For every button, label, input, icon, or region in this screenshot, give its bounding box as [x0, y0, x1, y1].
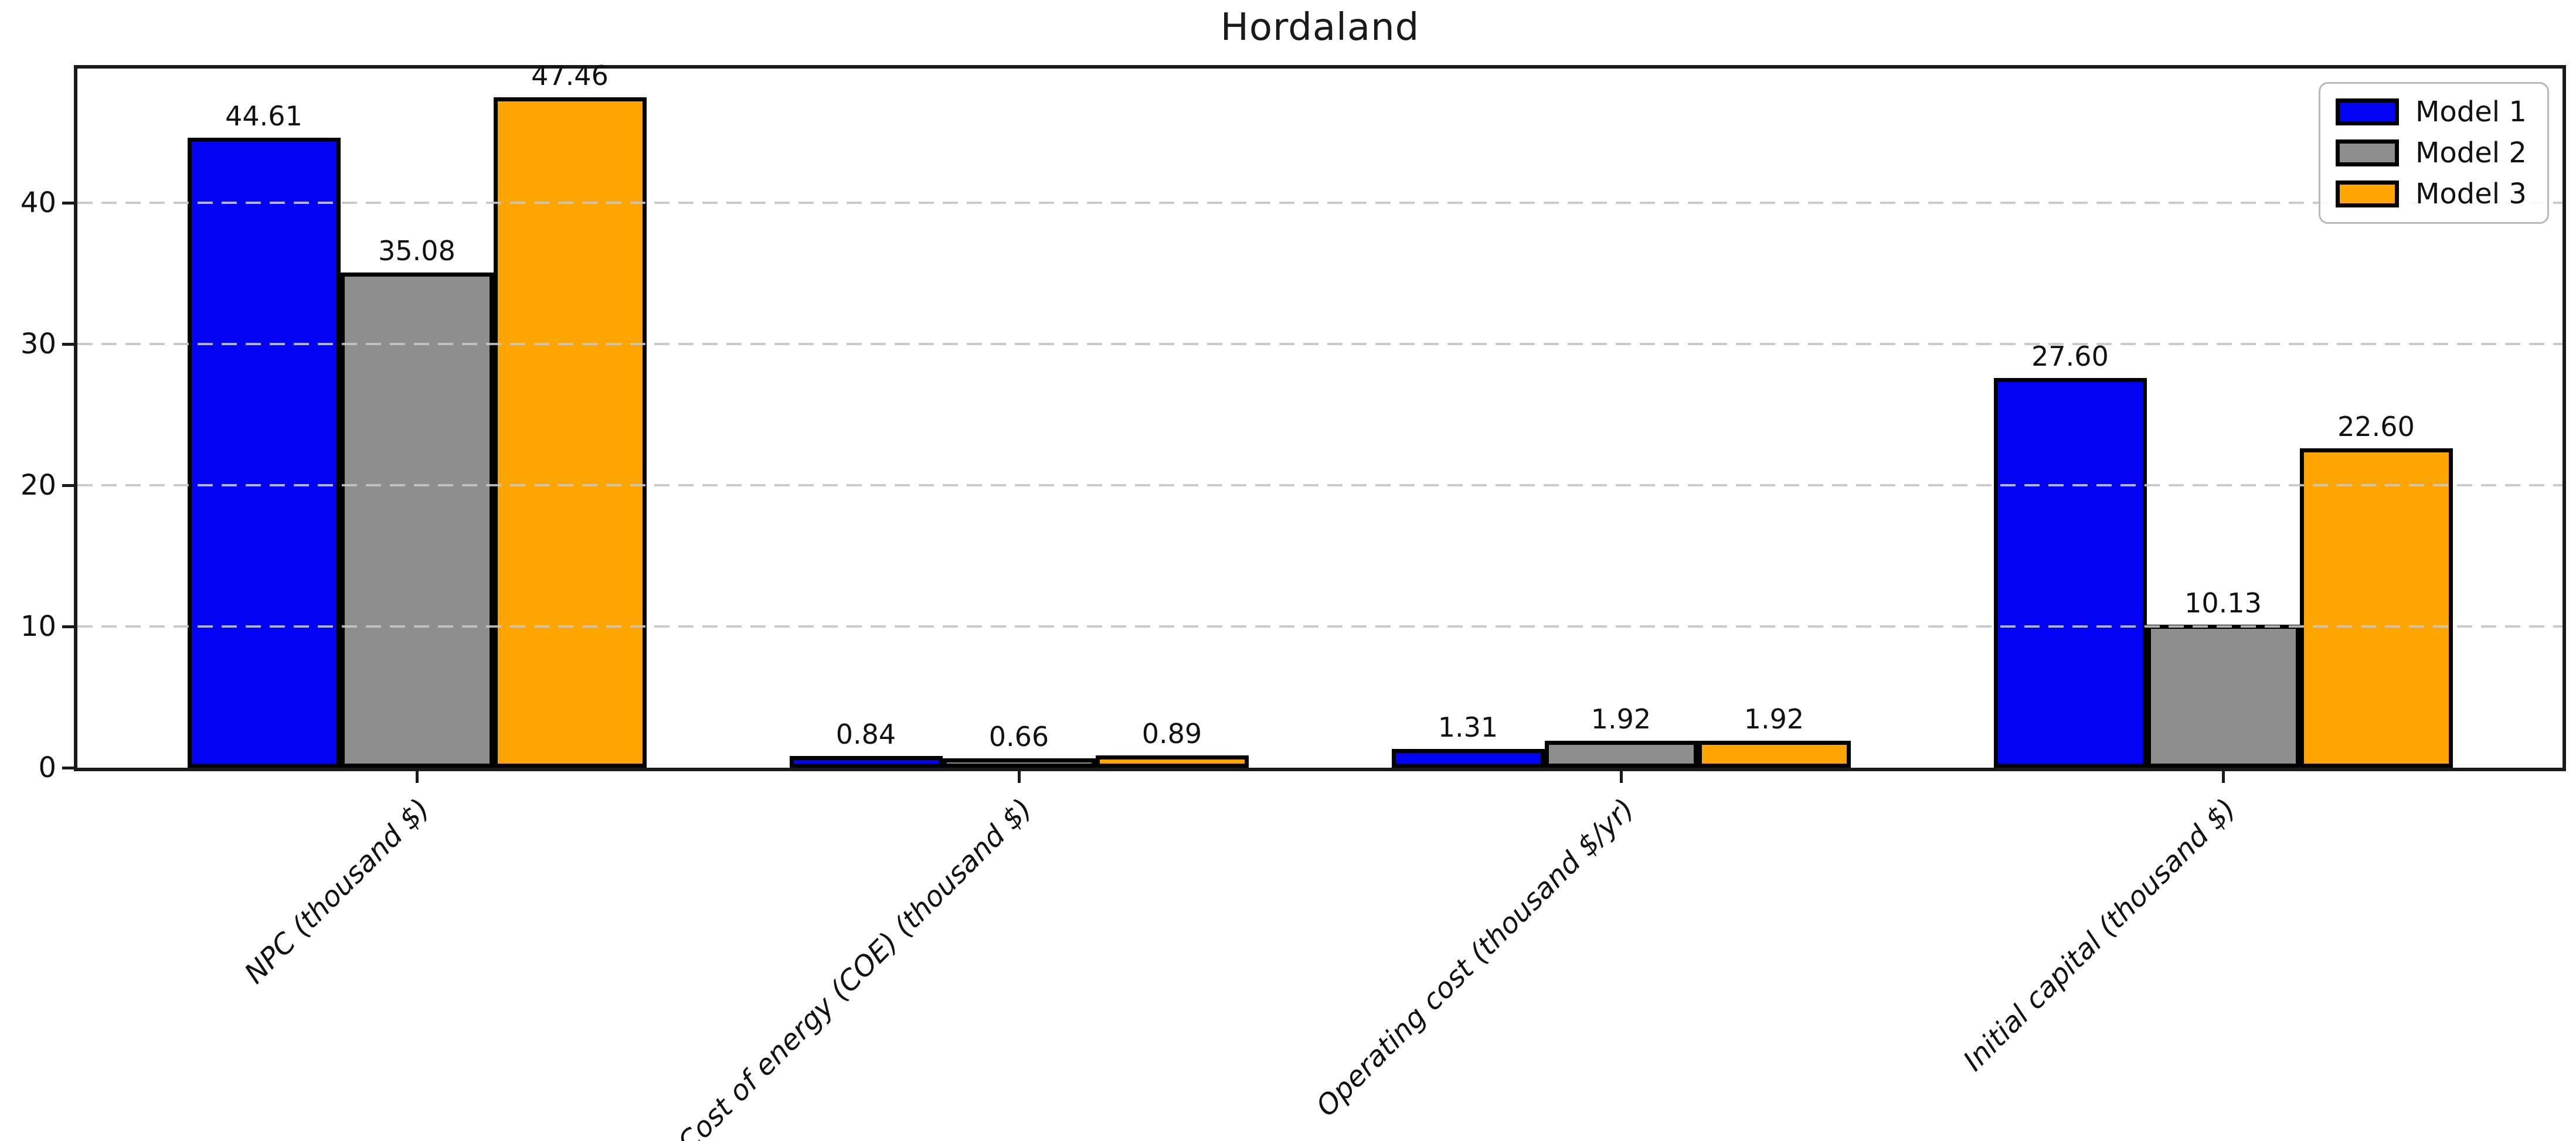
legend: Model 1 Model 2 Model 3: [2319, 82, 2549, 224]
bar-model-3: [1095, 755, 1249, 768]
x-tick-mark: [1619, 768, 1623, 783]
bar-value-label: 1.92: [1591, 703, 1651, 735]
legend-item: Model 3: [2336, 178, 2532, 210]
legend-swatch: [2336, 180, 2399, 207]
y-tick-mark: [62, 767, 77, 769]
chart-title: Hordaland: [1220, 6, 1420, 49]
legend-item: Model 2: [2336, 137, 2532, 169]
y-tick-mark: [62, 342, 77, 346]
bar-value-label: 0.84: [835, 718, 896, 750]
bar-model-3: [493, 97, 647, 768]
bar-model-3: [1697, 740, 1851, 768]
bar-value-label: 47.46: [531, 60, 609, 92]
y-tick-mark: [62, 483, 77, 487]
y-tick-label: 30: [20, 327, 56, 360]
x-tick-label: Operating cost (thousand $/yr): [1309, 792, 1641, 1123]
x-tick-label: Cost of energy (COE) (thousand $): [671, 792, 1039, 1141]
bar-model-2: [942, 758, 1096, 768]
y-tick-mark: [62, 201, 77, 205]
legend-label: Model 2: [2415, 137, 2527, 169]
y-tick-label: 10: [20, 609, 56, 643]
bar-value-label: 44.61: [225, 100, 303, 132]
gridline: [77, 342, 2563, 345]
bar-value-label: 35.08: [378, 234, 456, 267]
x-tick-label: NPC (thousand $): [238, 792, 437, 990]
x-tick-mark: [2221, 768, 2225, 783]
plot-area: 44.61 35.08 47.46 0.84 0.66 0.89 1.31 1.92 1.92 2…: [74, 60, 2566, 771]
x-tick-mark: [1017, 768, 1021, 783]
gridline: [77, 483, 2563, 486]
bar-value-label: 0.66: [988, 721, 1049, 753]
bar-value-label: 0.89: [1141, 717, 1202, 750]
x-tick-mark: [415, 768, 419, 783]
gridline: [77, 201, 2563, 204]
y-tick-label: 0: [38, 751, 56, 784]
legend-swatch: [2336, 139, 2399, 166]
bar-value-label: 27.60: [2031, 340, 2109, 372]
bar-model-1: [187, 137, 341, 768]
bar-model-1: [789, 755, 943, 768]
x-tick-label: Initial capital (thousand $): [1957, 792, 2243, 1078]
bar-value-label: 22.60: [2337, 411, 2415, 443]
bar-model-3: [2299, 448, 2453, 768]
y-tick-label: 20: [20, 468, 56, 502]
bar-model-2: [1544, 740, 1698, 768]
gridline: [77, 625, 2563, 628]
y-tick-mark: [62, 625, 77, 628]
bar-model-1: [1391, 749, 1545, 768]
bar-model-1: [1993, 377, 2147, 768]
bar-model-2: [340, 272, 494, 768]
y-tick-label: 40: [20, 186, 56, 219]
bar-value-label: 1.31: [1437, 711, 1498, 744]
legend-swatch: [2336, 98, 2399, 125]
bar-value-label: 10.13: [2184, 587, 2262, 619]
legend-label: Model 3: [2415, 178, 2527, 210]
legend-label: Model 1: [2415, 96, 2527, 128]
bar-value-label: 1.92: [1744, 703, 1804, 735]
legend-item: Model 1: [2336, 96, 2532, 128]
bar-model-2: [2146, 624, 2300, 768]
